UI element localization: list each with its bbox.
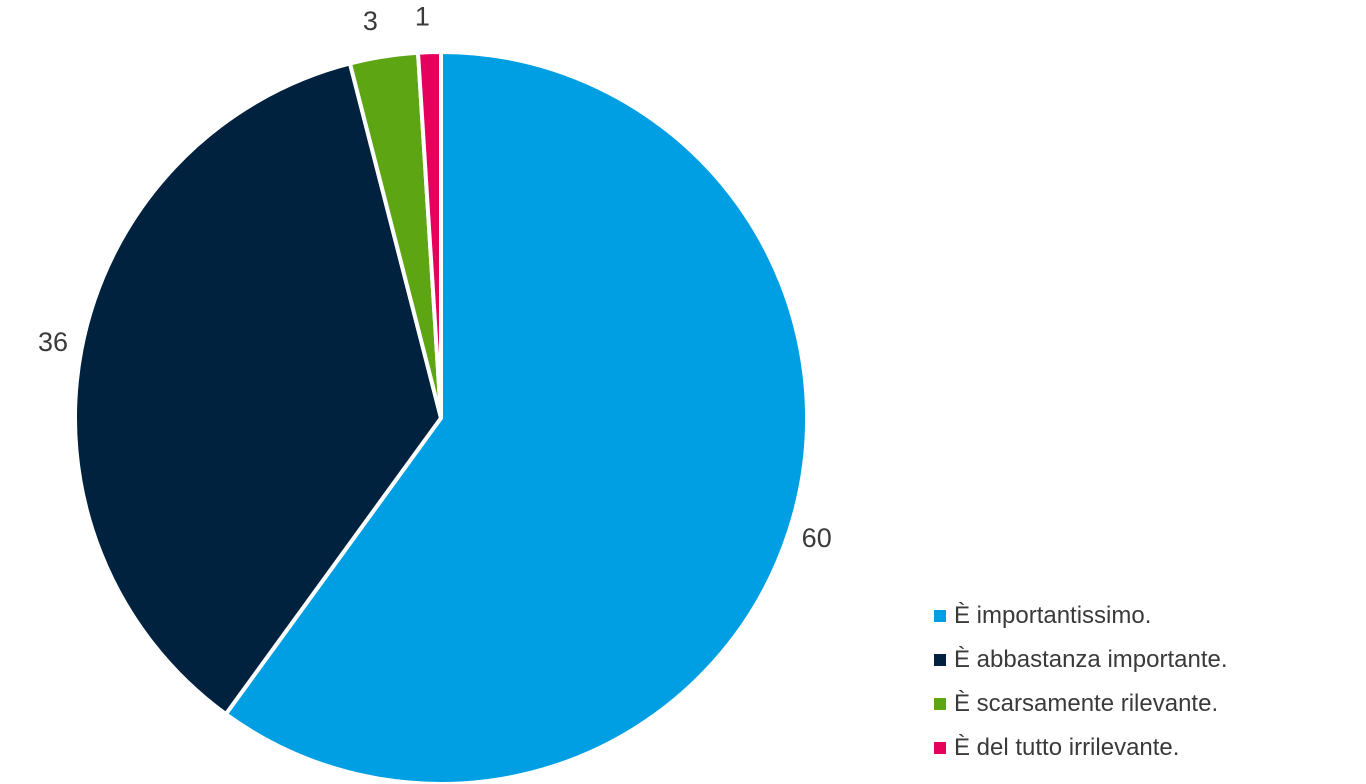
legend-item: È del tutto irrilevante. xyxy=(934,726,1228,770)
pie-data-label: 60 xyxy=(802,523,832,553)
pie-slice xyxy=(416,49,443,420)
legend-swatch xyxy=(934,610,946,622)
legend-swatch xyxy=(934,698,946,710)
pie-data-label: 3 xyxy=(363,6,378,36)
legend-swatch xyxy=(934,742,946,754)
legend-item: È abbastanza importante. xyxy=(934,638,1228,682)
legend-label: È abbastanza importante. xyxy=(954,646,1228,673)
legend-label: È importantissimo. xyxy=(954,602,1152,629)
chart-legend: È importantissimo. È abbastanza importan… xyxy=(934,594,1228,770)
pie-data-label: 36 xyxy=(38,327,68,357)
legend-swatch xyxy=(934,654,946,666)
pie-data-label: 1 xyxy=(415,1,430,31)
legend-label: È scarsamente rilevante. xyxy=(954,690,1219,717)
legend-item: È scarsamente rilevante. xyxy=(934,682,1228,726)
pie-slices xyxy=(73,49,809,784)
legend-label: È del tutto irrilevante. xyxy=(954,734,1180,761)
pie-data-labels: 60 36 3 1 xyxy=(38,1,832,553)
legend-item: È importantissimo. xyxy=(934,594,1228,638)
pie-slice xyxy=(73,61,443,717)
pie-slice xyxy=(223,50,809,784)
